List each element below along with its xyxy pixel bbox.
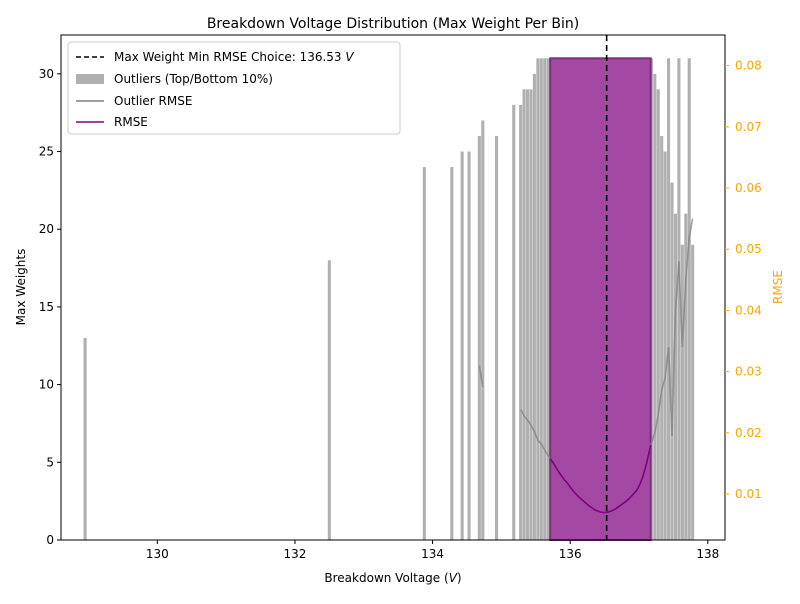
outlier-bar [677, 58, 681, 541]
outlier-bar [525, 89, 530, 540]
outlier-bar [495, 136, 499, 540]
x-tick-label: 138 [696, 547, 719, 561]
outlier-bar [529, 89, 533, 540]
y-tick-label: 15 [39, 300, 54, 314]
outlier-bar [522, 89, 526, 540]
y-tick-label: 5 [46, 455, 54, 469]
y-axis-label: Max Weights [14, 249, 28, 326]
y-axis-label-right: RMSE [771, 270, 785, 304]
x-axis-label-unit: V [449, 571, 458, 585]
legend-entry-choice-unit: V [345, 50, 354, 64]
plot-frame [60, 34, 726, 541]
outlier-bar [660, 136, 664, 540]
outlier-bar [667, 58, 671, 541]
y2-tick-label: 0.05 [735, 242, 762, 256]
outlier-bar [656, 89, 660, 540]
y2-tick-label: 0.03 [735, 365, 762, 379]
chart-title: Breakdown Voltage Distribution (Max Weig… [207, 16, 579, 32]
outlier-bar [422, 167, 426, 541]
outlier-bar [481, 120, 485, 540]
x-tick-label: 130 [146, 547, 169, 561]
outlier-bar [546, 58, 550, 541]
outlier-bar [460, 151, 464, 541]
outlier-bar [663, 151, 667, 541]
legend: Max Weight Min RMSE Choice: 136.53 V Out… [67, 41, 401, 135]
x-tick-label: 132 [283, 547, 306, 561]
outlier-bar [519, 104, 523, 540]
y-tick-label: 20 [39, 222, 54, 236]
legend-entry-outlier-rmse: Outlier RMSE [114, 94, 192, 108]
outlier-bar [532, 73, 536, 540]
outlier-bar [539, 58, 543, 541]
y2-tick-label: 0.08 [735, 59, 762, 73]
legend-entry-choice-label: Max Weight Min RMSE Choice: 136.53 [114, 50, 345, 64]
x-axis-label: Breakdown Voltage (V) [324, 571, 461, 585]
outlier-bar [691, 244, 695, 540]
y2-tick-label: 0.07 [735, 120, 762, 134]
y2-tick-label: 0.06 [735, 181, 762, 195]
outlier-bar [467, 151, 471, 541]
x-tick-label: 136 [559, 547, 582, 561]
outlier-bar [83, 338, 87, 540]
outlier-bar [673, 213, 678, 540]
lines-layer [478, 35, 694, 540]
outlier-rmse-line [478, 365, 484, 388]
y-axis-right: 0.01 0.02 0.03 0.04 0.05 0.06 0.07 0.08 [725, 59, 762, 501]
outlier-bar [450, 167, 454, 541]
y-tick-label: 25 [39, 145, 54, 159]
legend-entry-choice: Max Weight Min RMSE Choice: 136.53 V [114, 50, 354, 64]
y-tick-label: 0 [46, 533, 54, 547]
y-axis-left: 0 5 10 15 20 25 30 [39, 67, 61, 547]
outlier-rmse-line [649, 218, 694, 446]
y-tick-label: 10 [39, 378, 54, 392]
x-tick-label: 134 [421, 547, 444, 561]
legend-box [67, 41, 401, 135]
x-axis: 130 132 134 136 138 [146, 540, 719, 561]
outlier-bar [684, 213, 688, 540]
y2-tick-label: 0.01 [735, 487, 762, 501]
outlier-bar [327, 260, 331, 540]
outlier-bar [680, 244, 684, 540]
outlier-bar [670, 182, 674, 540]
outlier-bar [512, 104, 516, 540]
outlier-bar [477, 136, 481, 540]
outlier-bar [536, 58, 540, 541]
y-tick-label: 30 [39, 67, 54, 81]
legend-entry-outliers: Outliers (Top/Bottom 10%) [114, 72, 273, 86]
bars-layer [83, 57, 695, 542]
y2-tick-label: 0.04 [735, 303, 762, 317]
outlier-rmse-line [519, 409, 551, 460]
outlier-bar [653, 73, 657, 540]
y2-tick-label: 0.02 [735, 426, 762, 440]
rmse-line [549, 444, 652, 514]
legend-entry-rmse: RMSE [114, 115, 148, 129]
legend-patch-icon [76, 74, 104, 84]
x-axis-label-text: Breakdown Voltage [324, 571, 440, 585]
outlier-bar [687, 58, 691, 541]
outlier-bar [543, 58, 547, 541]
main-bar [549, 57, 652, 542]
